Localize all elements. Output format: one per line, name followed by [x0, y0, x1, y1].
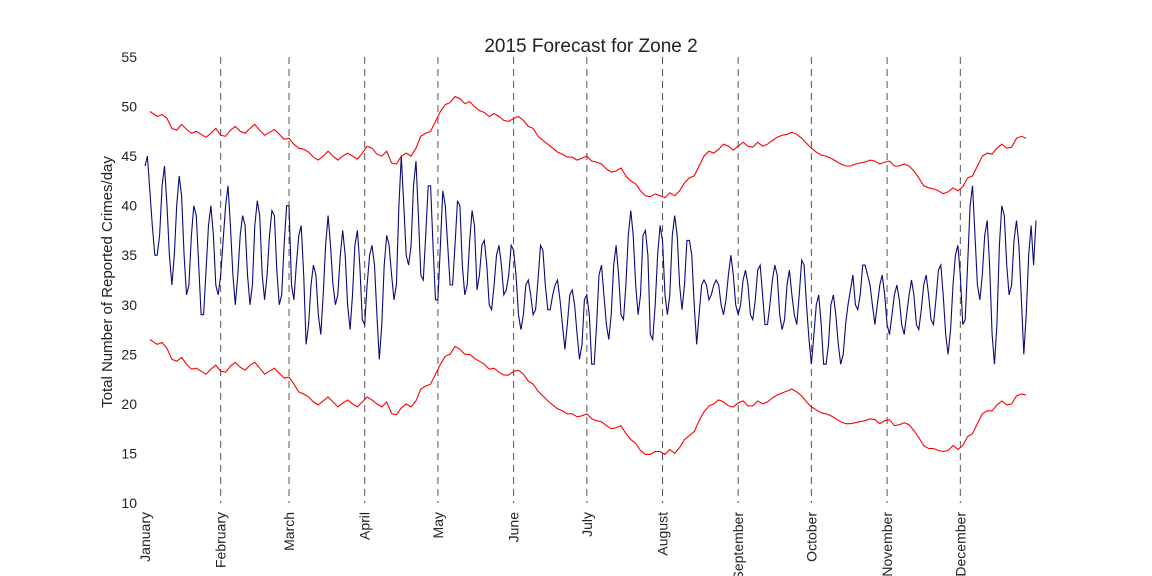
month-label: November [879, 512, 895, 576]
y-tick-label: 55 [121, 49, 137, 65]
chart-title: 2015 Forecast for Zone 2 [484, 36, 697, 57]
month-gridlines [220, 57, 961, 503]
month-label: July [579, 512, 595, 537]
month-label: May [430, 512, 446, 538]
forecast-line [144, 155, 1037, 365]
upper-bound-line [149, 95, 1027, 199]
month-label: September [730, 512, 746, 576]
y-axis-label: Total Number of Reported Crimes/day [99, 156, 116, 408]
month-label: April [357, 512, 373, 540]
y-tick-label: 20 [121, 396, 137, 412]
month-label: February [213, 512, 229, 568]
month-label: August [655, 512, 671, 556]
month-labels: January February March April May June July Augu… [137, 512, 968, 576]
month-label: December [952, 512, 968, 576]
y-tick-label: 35 [121, 247, 137, 263]
y-tick-label: 25 [121, 346, 137, 362]
month-label: October [803, 512, 819, 562]
month-label: June [506, 512, 522, 543]
month-label: March [281, 512, 297, 551]
month-label: January [137, 512, 153, 562]
lower-bound-line [149, 339, 1027, 456]
y-tick-label: 15 [121, 445, 137, 461]
y-tick-label: 10 [121, 495, 137, 511]
series-lines [144, 95, 1037, 456]
y-ticks: 10 15 20 25 30 35 40 45 50 55 [121, 49, 137, 511]
y-tick-label: 40 [121, 198, 137, 214]
y-tick-label: 45 [121, 148, 137, 164]
y-tick-label: 30 [121, 297, 137, 313]
y-tick-label: 50 [121, 99, 137, 115]
